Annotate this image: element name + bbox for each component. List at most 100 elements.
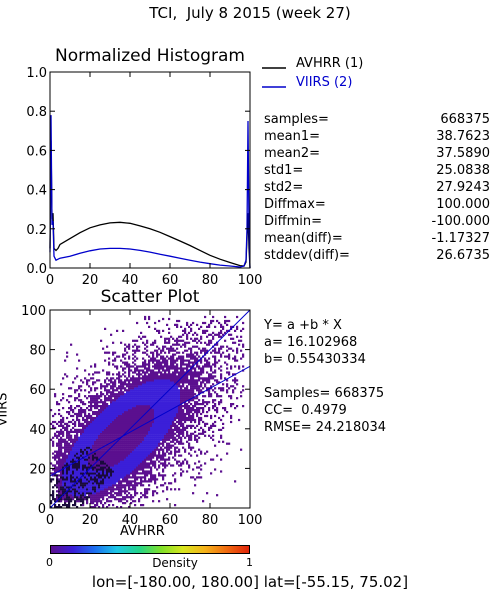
scatter-density-cell [144,403,147,406]
scatter-density-cell [52,424,55,427]
scatter-density-cell [170,422,173,425]
scatter-density-cell [150,446,153,449]
scatter-density-cell [106,492,109,495]
scatter-density-cell [84,488,87,491]
scatter-density-cell [162,440,165,443]
scatter-density-cell [112,430,115,433]
scatter-density-cell [134,474,137,477]
scatter-density-cell [104,440,107,443]
scatter-density-cell [58,444,61,447]
scatter-density-cell [106,407,109,410]
scatter-density-cell [104,468,107,471]
scatter-density-cell [94,442,97,445]
scatter-density-cell [82,411,85,414]
scatter-density-cell [88,432,91,435]
scatter-density-cell [190,375,193,378]
scatter-density-cell [210,319,213,323]
scatter-density-cell [152,343,155,346]
scatter-density-cell [154,412,157,416]
scatter-density-cell [94,506,97,509]
scatter-density-cell [134,416,137,420]
scatter-density-cell [158,371,161,374]
scatter-density-cell [136,407,139,410]
scatter-density-cell [150,472,153,475]
scatter-density-cell [122,420,125,424]
scatter-density-cell [102,472,105,475]
scatter-density-cell [64,500,67,503]
scatter-density-cell [74,470,77,473]
scatter-density-cell [134,466,137,469]
scatter-density-cell [182,414,185,418]
scatter-density-cell [84,466,87,469]
scatter-density-cell [126,383,129,386]
scatter-density-cell [150,458,153,461]
scatter-density-cell [152,454,155,457]
scatter-density-cell [180,373,183,376]
scatter-density-cell [152,377,155,380]
scatter-density-cell [140,480,143,483]
scatter-density-cell [182,430,185,433]
scatter-density-cell [94,446,97,449]
scatter-density-cell [114,492,117,495]
scatter-density-cell [106,462,109,465]
scatter-density-cell [108,361,111,364]
scatter-density-cell [154,454,157,457]
scatter-density-cell [90,424,93,427]
scatter-density-cell [206,381,209,384]
scatter-density-cell [176,407,179,410]
scatter-density-cell [192,414,195,418]
scatter-density-cell [124,498,127,501]
scatter-density-cell [58,420,61,424]
scatter-density-cell [60,472,63,475]
scatter-density-cell [58,440,61,443]
scatter-density-cell [108,486,111,489]
scatter-density-cell [218,367,221,370]
scatter-density-cell [64,454,67,457]
scatter-density-cell [122,448,125,451]
scatter-density-cell [66,498,69,501]
scatter-density-cell [110,494,113,497]
scatter-density-cell [170,407,173,410]
scatter-density-cell [216,379,219,382]
scatter-density-cell [194,379,197,382]
scatter-density-cell [224,319,227,323]
scatter-density-cell [96,454,99,457]
scatter-density-cell [134,349,137,352]
scatter-density-cell [64,359,67,362]
scatter-density-cell [104,474,107,477]
scatter-density-cell [170,488,173,491]
scatter-density-cell [96,418,99,422]
scatter-density-cell [74,492,77,495]
scatter-density-cell [92,460,95,463]
scatter-density-cell [78,411,81,414]
scatter-density-cell [178,377,181,380]
scatter-density-cell [82,460,85,463]
scatter-density-cell [88,480,91,483]
scatter-density-cell [156,361,159,364]
scatter-density-cell [200,383,203,386]
scatter-density-cell [64,426,67,429]
scatter-density-cell [188,353,191,356]
scatter-density-cell [122,329,125,332]
scatter-density-cell [188,416,191,420]
scatter-density-cell [66,478,69,481]
scatter-density-cell [118,480,121,483]
scatter-density-cell [172,389,175,392]
scatter-density-cell [50,500,53,503]
scatter-density-cell [96,414,99,418]
scatter-density-cell [104,412,107,416]
scatter-density-cell [134,462,137,465]
scatter-density-cell [86,414,89,418]
scatter-density-cell [162,401,165,404]
scatter-density-cell [78,428,81,431]
scatter-density-cell [128,383,131,386]
scatter-density-cell [180,391,183,394]
scatter-density-cell [194,373,197,376]
scatter-density-cell [130,466,133,469]
scatter-density-cell [94,464,97,467]
scatter-density-cell [90,456,93,459]
scatter-density-cell [152,422,155,425]
scatter-density-cell [94,438,97,441]
scatter-density-cell [162,369,165,372]
scatter-density-cell [208,373,211,376]
